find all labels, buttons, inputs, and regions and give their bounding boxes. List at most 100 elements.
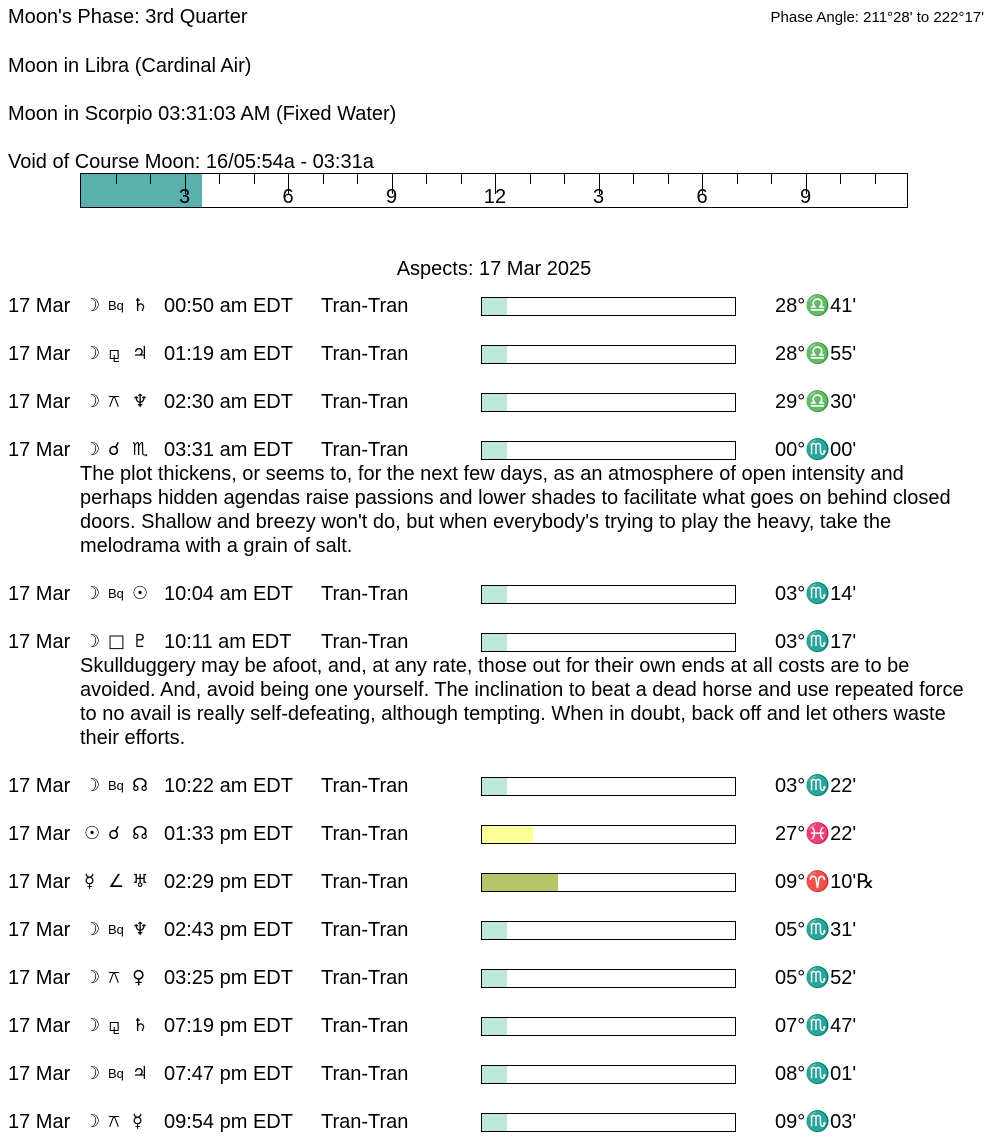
strength-bar: [481, 1017, 736, 1036]
planet1-glyph-icon: ☽: [84, 967, 101, 988]
aspect-type: Tran-Tran: [321, 967, 409, 989]
aspect-date: 17 Mar: [8, 343, 71, 365]
strength-bar: [481, 969, 736, 988]
strength-bar: [481, 441, 736, 460]
aspect-date: 17 Mar: [8, 295, 71, 317]
timeline-tick: [219, 174, 220, 184]
strength-fill: [482, 346, 508, 363]
aspect-position: 29°♎30': [775, 391, 857, 413]
aspect-glyph-icon: □: [108, 631, 126, 652]
aspect-row: 17 Mar ☽ Bq ♃ 07:47 pm EDT Tran-Tran 08°♏01': [0, 1050, 998, 1098]
aspect-type: Tran-Tran: [321, 295, 409, 317]
aspect-time: 09:54 pm EDT: [164, 1111, 293, 1133]
moon-ingress: Moon in Scorpio 03:31:03 AM (Fixed Water…: [8, 103, 397, 125]
aspect-type: Tran-Tran: [321, 775, 409, 797]
aspect-time: 02:43 pm EDT: [164, 919, 293, 941]
timeline-tick: [667, 174, 669, 184]
timeline-tick: [184, 174, 186, 194]
planet2-glyph-icon: ♆: [132, 391, 149, 412]
planet1-glyph-icon: ☽: [84, 583, 101, 604]
aspect-type: Tran-Tran: [321, 391, 409, 413]
planet1-glyph-icon: ☽: [84, 391, 101, 412]
aspect-glyph-icon: ∠: [108, 871, 125, 892]
aspect-position: 28°♎41': [775, 295, 857, 317]
planet2-glyph-icon: ♀: [132, 967, 146, 988]
aspect-type: Tran-Tran: [321, 631, 409, 653]
aspect-type: Tran-Tran: [321, 583, 409, 605]
aspect-time: 03:25 pm EDT: [164, 967, 293, 989]
planet2-glyph-icon: ☉: [132, 583, 149, 604]
aspect-interpretation: Skullduggery may be afoot, and, at any r…: [80, 655, 964, 749]
aspect-time: 07:19 pm EDT: [164, 1015, 293, 1037]
void-of-course: Void of Course Moon: 16/05:54a - 03:31a: [8, 151, 374, 173]
planet2-glyph-icon: ☿: [132, 1111, 144, 1132]
strength-fill: [482, 778, 508, 795]
strength-bar: [481, 345, 736, 364]
aspect-glyph-icon: Bq: [108, 778, 124, 793]
aspect-glyph-icon: Bq: [108, 298, 124, 313]
timeline-tick: [805, 174, 807, 194]
timeline-tick: [736, 174, 738, 184]
aspect-time: 10:11 am EDT: [164, 631, 292, 653]
aspect-row: 17 Mar ☽ □ ♇ 10:11 am EDT Tran-Tran 03°♏17': [0, 618, 998, 666]
aspect-glyph-icon: Bq: [108, 1066, 124, 1081]
strength-fill: [482, 922, 508, 939]
aspect-glyph-icon: Bq: [108, 922, 124, 937]
aspect-time: 00:50 am EDT: [164, 295, 293, 317]
timeline-tick: [495, 174, 496, 194]
aspect-row: 17 Mar ☽ ☌ ♏ 03:31 am EDT Tran-Tran 00°♏00': [0, 426, 998, 474]
strength-bar: [481, 777, 736, 796]
planet2-glyph-icon: ♅: [132, 871, 149, 892]
aspect-position: 05°♏31': [775, 919, 857, 941]
aspect-row: 17 Mar ☽ Bq ☉ 10:04 am EDT Tran-Tran 03°♏14': [0, 570, 998, 618]
aspect-interpretation: The plot thickens, or seems to, for the …: [80, 463, 951, 557]
aspect-position: 09°♏03': [775, 1111, 857, 1133]
timeline-tick: [253, 174, 255, 184]
aspect-time: 07:47 pm EDT: [164, 1063, 293, 1085]
strength-fill: [482, 442, 508, 459]
aspect-position: 27°♓22': [775, 823, 857, 845]
aspect-date: 17 Mar: [8, 1111, 71, 1133]
aspect-date: 17 Mar: [8, 967, 71, 989]
planet2-glyph-icon: ☊: [132, 775, 148, 796]
moon-phase: Moon's Phase: 3rd Quarter: [8, 6, 248, 28]
planet1-glyph-icon: ☽: [84, 343, 101, 364]
planet1-glyph-icon: ☉: [84, 823, 101, 844]
aspect-time: 03:31 am EDT: [164, 439, 293, 461]
aspect-row: 17 Mar ☽ Bq ♆ 02:43 pm EDT Tran-Tran 05°♏31': [0, 906, 998, 954]
timeline-tick: [598, 174, 600, 194]
planet1-glyph-icon: ☽: [84, 295, 101, 316]
timeline-tick: [702, 174, 703, 194]
aspect-date: 17 Mar: [8, 631, 71, 653]
aspect-row: 17 Mar ☽ ⚻ ☿ 09:54 pm EDT Tran-Tran 09°♏03': [0, 1098, 998, 1146]
strength-bar: [481, 825, 736, 844]
strength-fill: [482, 874, 558, 891]
strength-bar: [481, 921, 736, 940]
aspect-date: 17 Mar: [8, 1015, 71, 1037]
void-timeline: 3 6 9 12 3 6 9: [80, 173, 908, 208]
planet1-glyph-icon: ☽: [84, 1111, 101, 1132]
timeline-label: 9: [799, 186, 812, 208]
planet2-glyph-icon: ♏: [132, 439, 149, 460]
timeline-label: 9: [385, 186, 398, 208]
timeline-label: 3: [592, 186, 605, 208]
planet2-glyph-icon: ☊: [132, 823, 148, 844]
strength-bar: [481, 297, 736, 316]
aspects-list: 17 Mar ☽ Bq ♄ 00:50 am EDT Tran-Tran 28°♎41' 17…: [0, 282, 998, 1146]
aspect-position: 28°♎55': [775, 343, 857, 365]
aspect-date: 17 Mar: [8, 391, 71, 413]
aspect-time: 02:30 am EDT: [164, 391, 293, 413]
planet2-glyph-icon: ♆: [132, 919, 149, 940]
timeline-label: 6: [696, 186, 708, 208]
aspect-type: Tran-Tran: [321, 343, 409, 365]
strength-fill: [482, 970, 508, 987]
void-fill: [81, 174, 203, 207]
aspect-row: 17 Mar ☽ ⚼ ♃ 01:19 am EDT Tran-Tran 28°♎55': [0, 330, 998, 378]
aspect-row: 17 Mar ☿ ∠ ♅ 02:29 pm EDT Tran-Tran 09°♈10'℞: [0, 858, 998, 906]
aspect-glyph-icon: ⚻: [108, 1111, 120, 1132]
aspect-position: 07°♏47': [775, 1015, 857, 1037]
strength-bar: [481, 393, 736, 412]
strength-fill: [482, 394, 508, 411]
aspect-position: 00°♏00': [775, 439, 857, 461]
aspect-type: Tran-Tran: [321, 919, 409, 941]
